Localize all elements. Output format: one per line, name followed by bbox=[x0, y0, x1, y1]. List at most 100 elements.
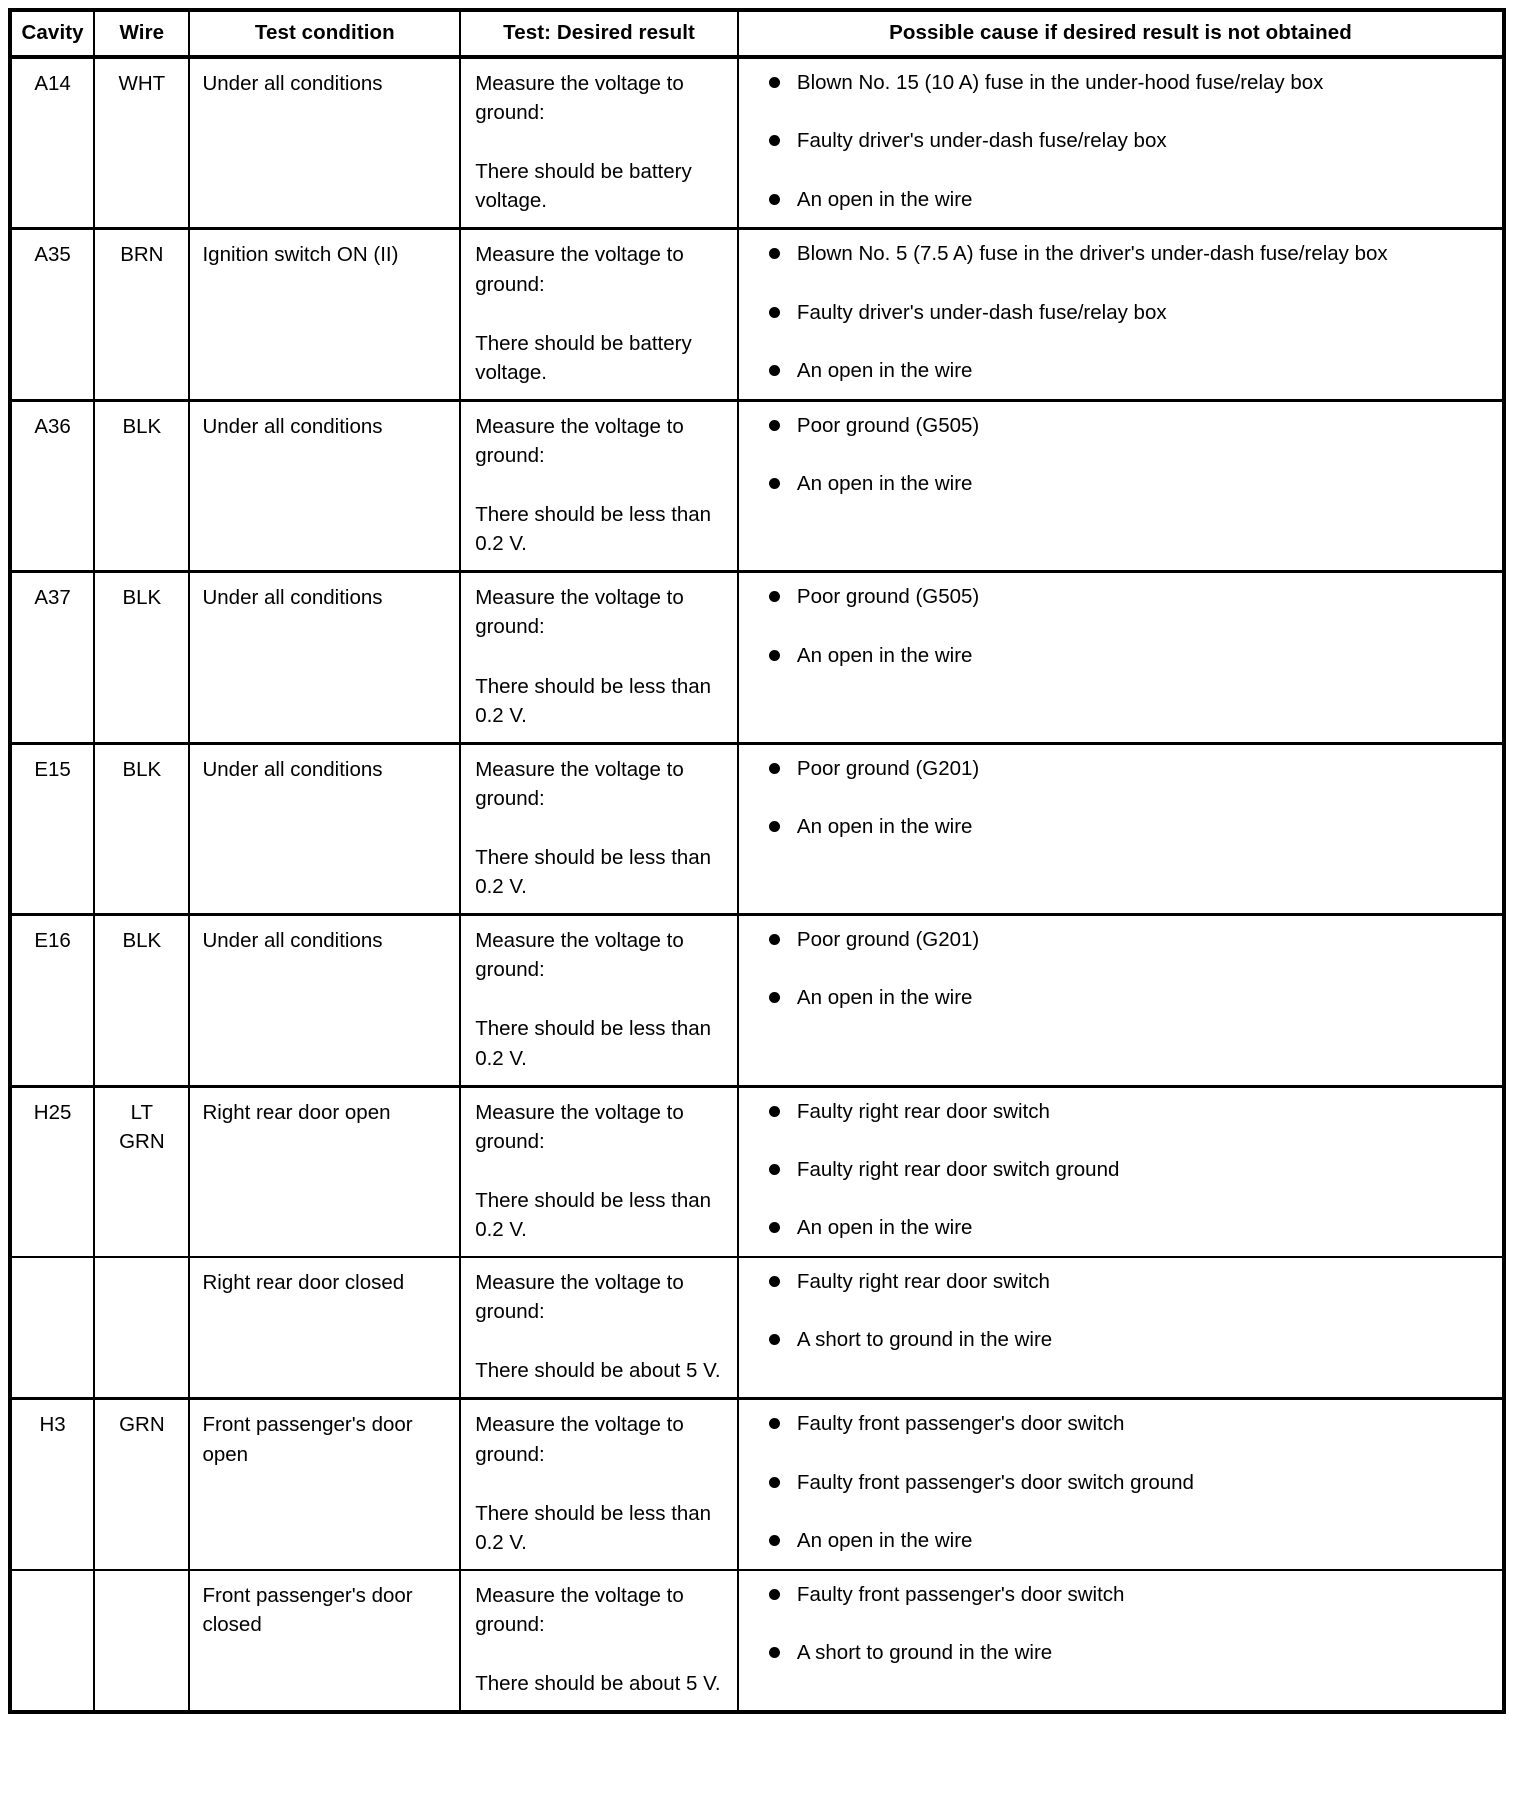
cause-list-item: An open in the wire bbox=[755, 1527, 1494, 1555]
bullet-icon bbox=[768, 365, 780, 376]
cause-text: An open in the wire bbox=[796, 359, 973, 382]
cause-text: Poor ground (G505) bbox=[796, 585, 980, 609]
bullet-icon bbox=[768, 77, 780, 88]
cell-possible-cause: Faulty right rear door switch Faulty righ… bbox=[737, 1084, 1504, 1258]
cell-cavity bbox=[10, 1568, 96, 1713]
cause-list-item: Poor ground (G201) bbox=[755, 755, 1494, 783]
cause-list-item: Faulty driver's under-dash fuse/relay bo… bbox=[755, 127, 1494, 155]
cell-wire: BLK bbox=[94, 741, 191, 915]
table-row: Right rear door closed Measure the voltag… bbox=[10, 1256, 1504, 1399]
bullet-icon bbox=[768, 248, 780, 260]
bullet-icon bbox=[768, 1418, 780, 1430]
cell-possible-cause: Poor ground (G201) An open in the wire bbox=[737, 913, 1504, 1087]
expected-value: There should be less than 0.2 V. bbox=[475, 674, 712, 727]
cell-cavity: A37 bbox=[10, 570, 96, 744]
cell-possible-cause: Blown No. 5 (7.5 A) fuse in the driver's… bbox=[737, 227, 1504, 401]
bullet-icon bbox=[768, 1647, 780, 1659]
cause-text: A short to ground in the wire bbox=[796, 1641, 1053, 1665]
cause-list-item: Faulty front passenger's door switch bbox=[755, 1410, 1494, 1438]
measure-instruction: Measure the voltage to ground: bbox=[475, 414, 684, 467]
cause-text: Faulty front passenger's door switch bbox=[796, 1582, 1125, 1606]
cause-text: An open in the wire bbox=[796, 187, 973, 211]
cell-wire: WHT bbox=[94, 57, 191, 229]
cause-text: Poor ground (G201) bbox=[796, 928, 980, 952]
wire-label-line1: BLK bbox=[122, 929, 162, 953]
column-header-test-condition: Test condition bbox=[189, 10, 462, 59]
wire-label-line1: BRN bbox=[120, 243, 164, 267]
expected-value: There should be less than 0.2 V. bbox=[475, 503, 712, 556]
cell-cavity: H25 bbox=[10, 1084, 96, 1258]
cell-wire: BLK bbox=[94, 913, 191, 1087]
cell-possible-cause: Faulty front passenger's door switch Faul… bbox=[737, 1397, 1504, 1570]
bullet-icon bbox=[768, 1222, 780, 1234]
cell-wire: BRN bbox=[94, 227, 191, 401]
cause-text: Blown No. 15 (10 A) fuse in the under-ho… bbox=[796, 71, 1324, 94]
cause-text: An open in the wire bbox=[796, 986, 973, 1010]
cause-list-item: Faulty front passenger's door switch gro… bbox=[755, 1469, 1494, 1497]
cell-possible-cause: Blown No. 15 (10 A) fuse in the under-ho… bbox=[738, 57, 1504, 229]
cause-text: Poor ground (G505) bbox=[796, 413, 980, 437]
cause-text: Faulty right rear door switch bbox=[796, 1270, 1050, 1294]
cell-cavity: E16 bbox=[10, 913, 96, 1087]
cell-cavity: E15 bbox=[10, 741, 96, 915]
cell-cavity: A36 bbox=[10, 398, 96, 572]
cause-text: Faulty driver's under-dash fuse/relay bo… bbox=[796, 129, 1167, 153]
cause-list-item: An open in the wire bbox=[755, 470, 1494, 498]
expected-value: There should be less than 0.2 V. bbox=[475, 1188, 712, 1241]
cause-list-item: An open in the wire bbox=[755, 984, 1494, 1012]
cell-wire: BLK bbox=[94, 398, 191, 572]
expected-value: There should be less than 0.2 V. bbox=[475, 1017, 712, 1070]
bullet-icon bbox=[768, 821, 780, 833]
measure-instruction: Measure the voltage to ground: bbox=[475, 757, 684, 810]
measure-instruction: Measure the voltage to ground: bbox=[475, 72, 684, 125]
cause-list-item: Blown No. 5 (7.5 A) fuse in the driver's… bbox=[755, 240, 1494, 268]
expected-value: There should be about 5 V. bbox=[475, 1359, 721, 1383]
cell-possible-cause: Poor ground (G201) An open in the wire bbox=[737, 741, 1504, 915]
cause-list-item: An open in the wire bbox=[755, 357, 1494, 385]
cause-list-item: An open in the wire bbox=[755, 186, 1494, 214]
cause-list-item: An open in the wire bbox=[755, 1214, 1494, 1242]
measure-instruction: Measure the voltage to ground: bbox=[475, 1583, 684, 1636]
cause-text: Faulty right rear door switch bbox=[796, 1099, 1050, 1123]
diagnostic-test-table: Cavity Wire Test condition Test: Desired… bbox=[8, 8, 1506, 1715]
cause-list-item: Blown No. 15 (10 A) fuse in the under-ho… bbox=[755, 69, 1494, 97]
cell-cavity: H3 bbox=[10, 1397, 96, 1570]
bullet-icon bbox=[768, 193, 780, 205]
table-row: H25 LT GRN Right rear door open Measure the … bbox=[10, 1084, 1504, 1258]
cause-list-item: Poor ground (G201) bbox=[755, 926, 1494, 954]
cell-desired-result: Measure the voltage to ground: There shou… bbox=[460, 913, 739, 1087]
cause-list-item: A short to ground in the wire bbox=[755, 1639, 1494, 1667]
troubleshooting-table-page: Cavity Wire Test condition Test: Desired… bbox=[0, 8, 1520, 1810]
cause-list-item: Poor ground (G505) bbox=[755, 412, 1494, 440]
cause-text: Faulty right rear door switch ground bbox=[796, 1157, 1120, 1181]
bullet-icon bbox=[768, 992, 780, 1004]
cause-text: An open in the wire bbox=[796, 1216, 973, 1240]
cell-desired-result: Measure the voltage to ground: There shou… bbox=[460, 57, 739, 229]
cell-possible-cause: Poor ground (G505) An open in the wire bbox=[737, 398, 1504, 572]
bullet-icon bbox=[768, 1276, 780, 1288]
wire-label-line1: BLK bbox=[122, 757, 162, 781]
cell-possible-cause: Poor ground (G505) An open in the wire bbox=[737, 570, 1504, 744]
bullet-icon bbox=[768, 478, 780, 490]
cause-list: Poor ground (G505) An open in the wire bbox=[755, 412, 1494, 499]
bullet-icon bbox=[768, 649, 780, 661]
cell-test-condition: Right rear door closed bbox=[189, 1256, 462, 1399]
table-head: Cavity Wire Test condition Test: Desired… bbox=[10, 10, 1504, 59]
measure-instruction: Measure the voltage to ground: bbox=[475, 1100, 684, 1153]
cell-test-condition: Front passenger's door closed bbox=[189, 1568, 462, 1713]
cell-wire: BLK bbox=[94, 570, 191, 744]
measure-instruction: Measure the voltage to ground: bbox=[475, 929, 684, 982]
column-header-desired-result: Test: Desired result bbox=[460, 10, 739, 59]
table-row: A35 BRN Ignition switch ON (II) Measure the… bbox=[10, 227, 1504, 401]
cause-list: Faulty right rear door switch A short to … bbox=[755, 1268, 1494, 1355]
cause-list-item: Faulty front passenger's door switch bbox=[755, 1581, 1494, 1609]
cause-list: Blown No. 5 (7.5 A) fuse in the driver's… bbox=[755, 240, 1494, 385]
wire-label-line1: GRN bbox=[119, 1413, 165, 1437]
column-header-cavity: Cavity bbox=[10, 10, 96, 59]
cell-desired-result: Measure the voltage to ground: There shou… bbox=[460, 1256, 739, 1399]
expected-value: There should be less than 0.2 V. bbox=[475, 845, 712, 899]
table-row: A36 BLK Under all conditions Measure the vo… bbox=[10, 398, 1504, 572]
wire-label-line1: BLK bbox=[122, 586, 162, 610]
cell-desired-result: Measure the voltage to ground: There shou… bbox=[460, 1397, 739, 1570]
cell-cavity: A14 bbox=[10, 57, 96, 229]
